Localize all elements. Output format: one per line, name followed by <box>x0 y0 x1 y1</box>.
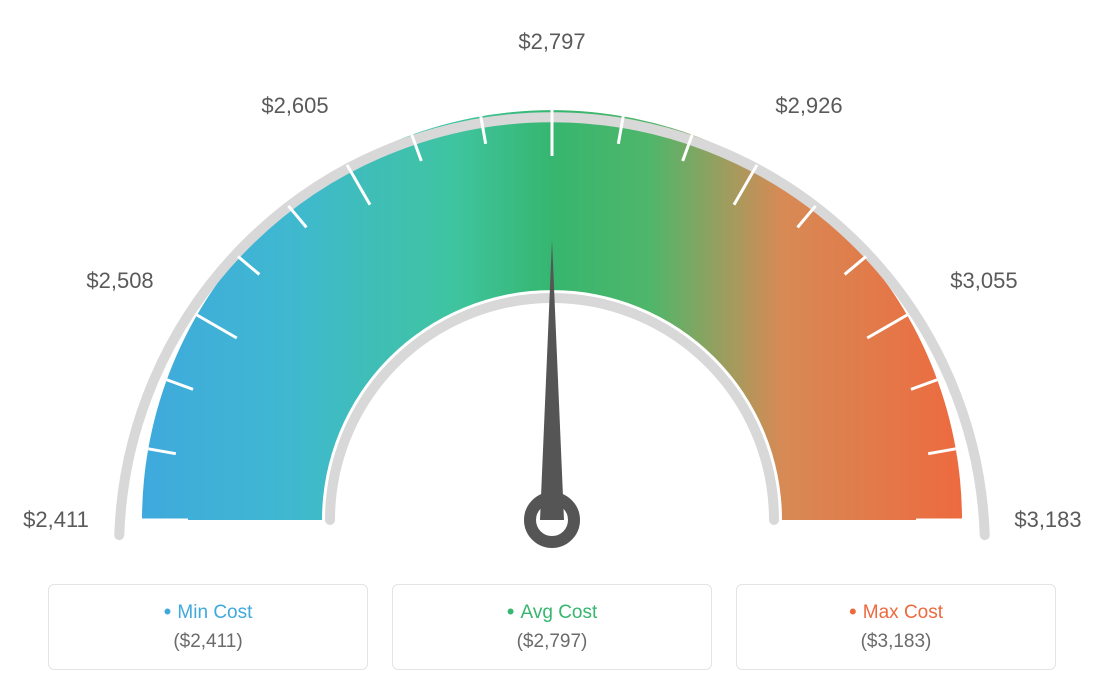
gauge-chart: $2,411 $2,508 $2,605 $2,797 $2,926 $3,055 $3,1… <box>0 0 1104 560</box>
legend-card-avg: Avg Cost ($2,797) <box>392 584 712 670</box>
legend-value-avg: ($2,797) <box>413 631 691 653</box>
gauge-tick-label: $3,183 <box>1014 507 1081 533</box>
gauge-tick-label: $2,605 <box>261 93 328 119</box>
legend-value-min: ($2,411) <box>69 631 347 653</box>
legend-row: Min Cost ($2,411) Avg Cost ($2,797) Max … <box>0 584 1104 670</box>
legend-card-min: Min Cost ($2,411) <box>48 584 368 670</box>
gauge-tick-label: $3,055 <box>950 268 1017 294</box>
legend-card-max: Max Cost ($3,183) <box>736 584 1056 670</box>
legend-title-max: Max Cost <box>757 599 1035 625</box>
legend-title-avg: Avg Cost <box>413 599 691 625</box>
gauge-tick-label: $2,411 <box>23 507 89 533</box>
gauge-tick-label: $2,797 <box>518 29 585 55</box>
legend-value-max: ($3,183) <box>757 631 1035 653</box>
gauge-svg <box>0 30 1104 590</box>
legend-title-min: Min Cost <box>69 599 347 625</box>
gauge-tick-label: $2,508 <box>86 268 153 294</box>
gauge-tick-label: $2,926 <box>775 93 842 119</box>
